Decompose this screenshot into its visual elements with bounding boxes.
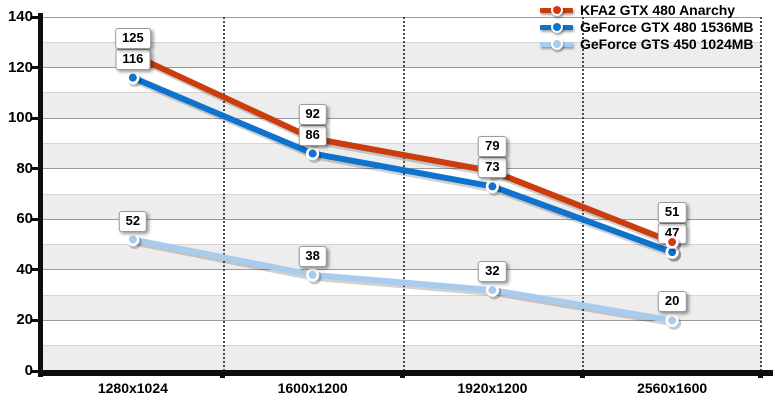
y-tick-mark: [31, 268, 38, 272]
value-label: 125: [115, 27, 151, 49]
x-tick-mark: [757, 370, 763, 378]
legend-item: GeForce GTS 450 1024MB: [540, 37, 754, 51]
y-tick-mark: [31, 167, 38, 171]
data-point-shadow: [127, 73, 142, 88]
value-label: 92: [298, 103, 327, 125]
legend-marker-icon: [540, 21, 573, 34]
value-label: 86: [298, 124, 327, 146]
value-label: 20: [657, 291, 687, 313]
value-label: 73: [478, 157, 507, 179]
y-tick-mark: [31, 116, 38, 120]
category-separator: [582, 17, 585, 371]
legend-label: GeForce GTX 480 1536MB: [580, 19, 754, 35]
y-tick-mark: [31, 15, 38, 19]
x-category-label: 2560x1600: [637, 380, 708, 396]
y-tick-mark: [31, 217, 38, 221]
data-point: [485, 179, 499, 194]
x-axis-line: [38, 370, 773, 376]
value-label: 116: [115, 48, 151, 70]
category-separator: [222, 17, 225, 371]
y-tick-label: 20: [16, 311, 33, 329]
x-tick-mark: [579, 370, 585, 378]
value-label: 38: [298, 245, 327, 267]
value-label: 51: [657, 202, 687, 224]
legend-marker-icon: [540, 38, 573, 51]
value-label: 79: [478, 136, 507, 158]
value-label: 47: [657, 223, 687, 245]
legend-label: GeForce GTS 450 1024MB: [580, 36, 754, 52]
value-label: 52: [118, 210, 148, 232]
category-separator: [402, 17, 405, 371]
legend-dot: [550, 4, 563, 16]
y-tick-mark: [31, 318, 38, 322]
y-tick-label: 0: [24, 362, 33, 379]
y-tick-label: 40: [16, 260, 33, 278]
x-category-label: 1920x1200: [457, 380, 528, 396]
y-tick-label: 120: [7, 58, 33, 76]
y-tick-label: 100: [7, 109, 33, 127]
x-category-label: 1280x1024: [97, 380, 168, 396]
legend-dot: [550, 21, 563, 33]
y-tick-label: 60: [16, 210, 33, 228]
x-tick-mark: [220, 370, 226, 378]
legend-item: GeForce GTX 480 1536MB: [540, 20, 754, 34]
legend-item: KFA2 GTX 480 Anarchy: [540, 3, 754, 17]
x-category-label: 1600x1200: [277, 380, 348, 396]
y-tick-label: 80: [16, 159, 33, 177]
y-tick-label: 140: [7, 8, 33, 25]
data-point-shadow: [307, 270, 322, 285]
legend-dot: [550, 38, 563, 50]
y-tick-mark: [31, 66, 38, 70]
y-axis-line: [38, 13, 43, 377]
data-point: [306, 268, 320, 282]
data-point: [126, 71, 140, 85]
legend-label: KFA2 GTX 480 Anarchy: [580, 2, 736, 18]
y-tick-mark: [31, 369, 38, 373]
value-label: 32: [478, 261, 507, 283]
category-separator: [760, 17, 762, 371]
legend: KFA2 GTX 480 Anarchy GeForce GTX 480 1536…: [540, 3, 754, 54]
legend-marker-icon: [540, 4, 573, 17]
x-tick-mark: [400, 370, 405, 378]
